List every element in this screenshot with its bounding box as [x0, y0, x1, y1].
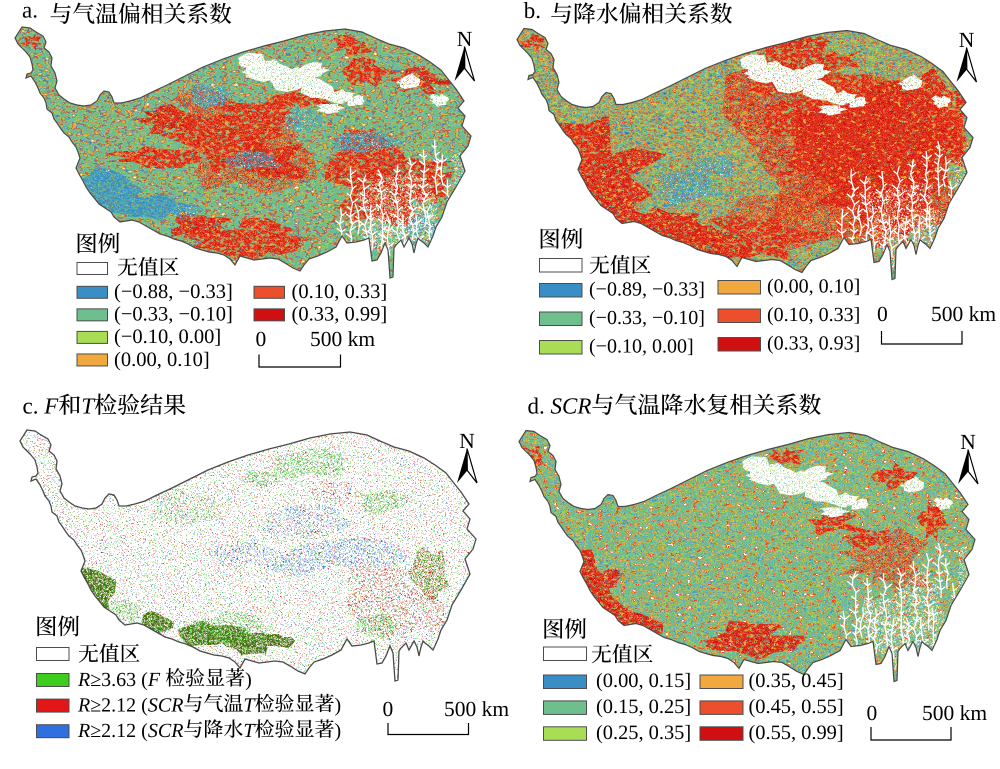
svg-text:0: 0: [256, 327, 267, 351]
svg-text:≥3.63 (: ≥3.63 (: [90, 669, 148, 691]
svg-text:): ): [245, 669, 252, 691]
svg-text:500 km: 500 km: [310, 327, 375, 351]
svg-text:0: 0: [867, 701, 878, 725]
svg-text:(−0.10, 0.00]: (−0.10, 0.00]: [589, 336, 694, 358]
svg-text:SCR: SCR: [148, 720, 184, 742]
svg-text:≥2.12 (: ≥2.12 (: [90, 695, 148, 717]
svg-text:500 km: 500 km: [931, 302, 996, 326]
svg-text:500 km: 500 km: [922, 701, 987, 725]
svg-text:(0.35, 0.45]: (0.35, 0.45]: [749, 670, 844, 692]
svg-text:(−0.33, −0.10]: (−0.33, −0.10]: [114, 304, 233, 326]
svg-text:(−0.88, −0.33]: (−0.88, −0.33]: [114, 281, 233, 303]
svg-text:(−0.89, −0.33]: (−0.89, −0.33]: [589, 279, 705, 301]
svg-text:(0.10, 0.33]: (0.10, 0.33]: [767, 304, 860, 326]
svg-text:(0.10, 0.33]: (0.10, 0.33]: [292, 281, 388, 303]
svg-text:T: T: [243, 695, 256, 717]
svg-text:R: R: [77, 720, 90, 742]
svg-text:(0.00, 0.15]: (0.00, 0.15]: [596, 670, 691, 692]
svg-text:c.: c.: [23, 394, 39, 419]
svg-text:0: 0: [877, 302, 888, 326]
svg-text:d.: d.: [528, 394, 545, 419]
svg-text:R: R: [77, 669, 90, 691]
svg-text:SCR: SCR: [551, 394, 592, 419]
svg-text:(−0.33, −0.10]: (−0.33, −0.10]: [589, 307, 705, 329]
svg-text:N: N: [959, 28, 975, 52]
svg-text:(0.45, 0.55]: (0.45, 0.55]: [749, 696, 844, 718]
svg-text:(0.15, 0.25]: (0.15, 0.25]: [596, 696, 691, 718]
svg-text:T: T: [243, 720, 256, 742]
svg-text:(0.00, 0.10]: (0.00, 0.10]: [114, 349, 210, 371]
svg-text:(−0.10, 0.00]: (−0.10, 0.00]: [114, 326, 221, 348]
svg-text:): ): [335, 695, 342, 717]
svg-text:R: R: [77, 695, 90, 717]
svg-text:): ): [335, 720, 342, 742]
svg-text:500 km: 500 km: [444, 697, 509, 721]
svg-text:F: F: [43, 394, 59, 419]
svg-text:a.: a.: [22, 0, 38, 23]
svg-text:b.: b.: [524, 0, 541, 23]
svg-text:(0.25, 0.35]: (0.25, 0.35]: [596, 722, 691, 744]
svg-text:0: 0: [383, 697, 394, 721]
svg-text:≥2.12 (: ≥2.12 (: [90, 720, 148, 742]
svg-text:N: N: [960, 430, 976, 454]
svg-text:F: F: [147, 669, 161, 691]
svg-text:N: N: [459, 429, 475, 453]
svg-text:(0.33, 0.93]: (0.33, 0.93]: [767, 333, 860, 355]
svg-text:N: N: [457, 27, 473, 51]
svg-text:(0.33, 0.99]: (0.33, 0.99]: [292, 304, 388, 326]
svg-text:(0.55, 0.99]: (0.55, 0.99]: [749, 722, 844, 744]
svg-text:T: T: [81, 394, 96, 419]
svg-text:(0.00, 0.10]: (0.00, 0.10]: [767, 276, 860, 298]
svg-text:SCR: SCR: [148, 695, 184, 717]
